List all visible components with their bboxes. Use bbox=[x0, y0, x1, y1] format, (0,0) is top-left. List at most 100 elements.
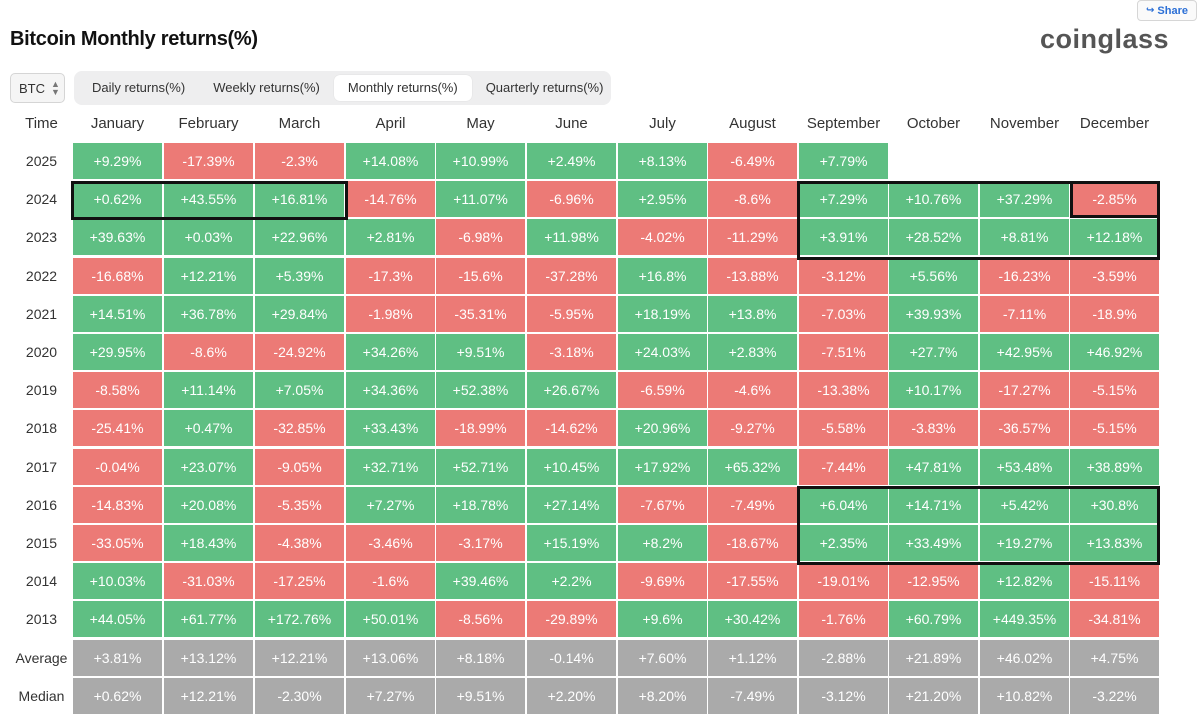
row-label: 2014 bbox=[25, 573, 58, 590]
return-cell: -18.99% bbox=[436, 410, 525, 447]
return-cell: +7.05% bbox=[255, 372, 344, 409]
return-cell: +12.21% bbox=[164, 677, 253, 714]
return-cell: -0.14% bbox=[527, 639, 616, 676]
return-cell: -16.68% bbox=[73, 257, 162, 294]
return-cell: +36.78% bbox=[164, 295, 253, 332]
return-cell: -0.04% bbox=[73, 448, 162, 485]
return-cell: -3.46% bbox=[346, 525, 435, 561]
return-cell: -19.01% bbox=[799, 563, 888, 600]
return-cell: +27.14% bbox=[527, 486, 616, 523]
return-cell: +14.51% bbox=[73, 295, 162, 332]
return-cell: -17.39% bbox=[164, 143, 253, 179]
return-cell: -1.98% bbox=[346, 295, 435, 332]
return-cell: -4.6% bbox=[708, 372, 797, 409]
return-cell: +65.32% bbox=[708, 448, 797, 485]
return-cell: -5.35% bbox=[255, 486, 344, 523]
table-row: 2014 +10.03% -31.03% -17.25% -1.6% +39.46% +2.… bbox=[0, 563, 1200, 600]
return-cell: +7.27% bbox=[346, 486, 435, 523]
table-header: Time January February March April May June July… bbox=[0, 112, 1200, 136]
return-cell: -7.49% bbox=[708, 677, 797, 714]
table-row: 2022 -16.68% +12.21% +5.39% -17.3% -15.6% -37.… bbox=[0, 257, 1200, 295]
return-cell: +6.04% bbox=[799, 486, 888, 523]
return-cell: +0.03% bbox=[164, 219, 253, 256]
return-cell: +3.81% bbox=[73, 639, 162, 676]
return-cell: +9.51% bbox=[436, 334, 525, 370]
return-cell: +20.96% bbox=[618, 410, 707, 447]
return-cell: +33.43% bbox=[346, 410, 435, 447]
return-cell: +34.26% bbox=[346, 334, 435, 370]
return-cell: -14.83% bbox=[73, 486, 162, 523]
return-cell: +34.36% bbox=[346, 372, 435, 409]
return-cell: +5.39% bbox=[255, 257, 344, 294]
return-cell: +39.46% bbox=[436, 563, 525, 600]
return-cell: +33.49% bbox=[889, 525, 978, 561]
return-cell: -18.9% bbox=[1070, 295, 1159, 332]
row-label: 2018 bbox=[25, 420, 58, 437]
return-cell: -6.96% bbox=[527, 181, 616, 218]
tab-weekly-returns[interactable]: Weekly returns(%) bbox=[213, 80, 320, 95]
tab-quarterly-returns[interactable]: Quarterly returns(%) bbox=[485, 80, 604, 95]
return-cell: -3.59% bbox=[1070, 257, 1159, 294]
row-label: 2022 bbox=[25, 267, 58, 284]
column-header-april: April bbox=[375, 115, 406, 132]
return-cell: +50.01% bbox=[346, 601, 435, 638]
return-cell: -6.49% bbox=[708, 143, 797, 179]
table-row: 2025 +9.29% -17.39% -2.3% +14.08% +10.99% +2.4… bbox=[0, 143, 1200, 180]
row-label: Average bbox=[15, 649, 68, 666]
return-cell: +52.38% bbox=[436, 372, 525, 409]
row-label: 2019 bbox=[25, 382, 58, 399]
asset-select[interactable]: BTC ▲ ▼ bbox=[10, 73, 65, 103]
column-header-time: Time bbox=[25, 115, 58, 132]
return-cell: +46.92% bbox=[1070, 334, 1159, 370]
return-cell: +9.29% bbox=[73, 143, 162, 179]
return-cell: -3.22% bbox=[1070, 677, 1159, 714]
return-cell: -3.12% bbox=[799, 257, 888, 294]
return-cell: -9.05% bbox=[255, 448, 344, 485]
return-cell: +11.07% bbox=[436, 181, 525, 218]
return-cell: +8.18% bbox=[436, 639, 525, 676]
return-cell: +12.18% bbox=[1070, 219, 1159, 256]
asset-select-value: BTC bbox=[19, 80, 45, 96]
return-cell: -9.69% bbox=[618, 563, 707, 600]
return-cell: +16.81% bbox=[255, 181, 344, 218]
select-arrows-icon: ▲ ▼ bbox=[51, 79, 60, 97]
table-row: 2024 +0.62% +43.55% +16.81% -14.76% +11.07% -6… bbox=[0, 181, 1200, 218]
return-cell: +11.98% bbox=[527, 219, 616, 256]
return-cell: +13.12% bbox=[164, 639, 253, 676]
return-cell: -17.25% bbox=[255, 563, 344, 600]
return-cell: -34.81% bbox=[1070, 601, 1159, 638]
table-row: 2023 +39.63% +0.03% +22.96% +2.81% -6.98% +11.… bbox=[0, 219, 1200, 256]
share-button[interactable]: ↪ Share bbox=[1137, 0, 1197, 21]
row-label: 2015 bbox=[25, 535, 58, 551]
return-cell bbox=[980, 143, 1069, 179]
return-cell: -7.11% bbox=[980, 295, 1069, 332]
return-cell: -8.6% bbox=[164, 334, 253, 370]
return-cell: -29.89% bbox=[527, 601, 616, 638]
return-cell: +47.81% bbox=[889, 448, 978, 485]
tab-monthly-returns[interactable]: Monthly returns(%) bbox=[333, 75, 472, 101]
tab-daily-returns[interactable]: Daily returns(%) bbox=[92, 80, 186, 95]
return-cell: +3.91% bbox=[799, 219, 888, 256]
return-cell: +2.2% bbox=[527, 563, 616, 600]
return-cell: +12.21% bbox=[164, 257, 253, 294]
return-cell: +2.20% bbox=[527, 677, 616, 714]
return-cell: +2.35% bbox=[799, 525, 888, 561]
return-cell: -14.76% bbox=[346, 181, 435, 218]
return-cell: +52.71% bbox=[436, 448, 525, 485]
return-cell: -8.6% bbox=[708, 181, 797, 218]
return-cell: +10.99% bbox=[436, 143, 525, 179]
return-cell: +20.08% bbox=[164, 486, 253, 523]
return-cell: +46.02% bbox=[980, 639, 1069, 676]
return-cell: +8.13% bbox=[618, 143, 707, 179]
return-cell: +0.47% bbox=[164, 410, 253, 447]
coinglass-logo: coinglass bbox=[1040, 24, 1170, 54]
row-label: 2025 bbox=[25, 153, 58, 169]
share-label: Share bbox=[1157, 4, 1188, 17]
return-cell: +39.93% bbox=[889, 295, 978, 332]
return-cell: +7.27% bbox=[346, 677, 435, 714]
row-label: 2016 bbox=[25, 496, 58, 513]
row-label: Median bbox=[18, 687, 65, 704]
row-label: 2020 bbox=[25, 344, 58, 360]
table-row: 2021 +14.51% +36.78% +29.84% -1.98% -35.31% -5… bbox=[0, 295, 1200, 333]
return-cell: -3.83% bbox=[889, 410, 978, 447]
